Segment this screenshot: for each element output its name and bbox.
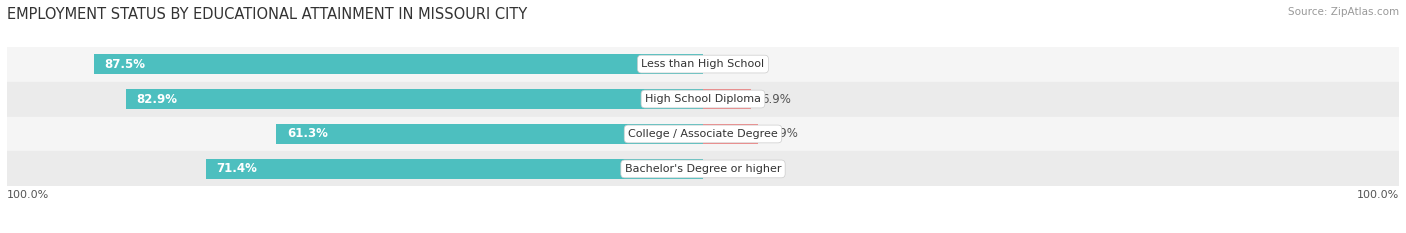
Bar <box>703 124 758 144</box>
Bar <box>7 116 1399 151</box>
Text: 0.0%: 0.0% <box>713 162 742 175</box>
Bar <box>94 55 703 74</box>
Bar <box>207 159 703 178</box>
Text: 100.0%: 100.0% <box>1357 190 1399 200</box>
Text: Source: ZipAtlas.com: Source: ZipAtlas.com <box>1288 7 1399 17</box>
Text: 0.0%: 0.0% <box>713 58 742 71</box>
Text: 82.9%: 82.9% <box>136 93 177 106</box>
Text: EMPLOYMENT STATUS BY EDUCATIONAL ATTAINMENT IN MISSOURI CITY: EMPLOYMENT STATUS BY EDUCATIONAL ATTAINM… <box>7 7 527 22</box>
Bar <box>703 89 751 109</box>
Text: 61.3%: 61.3% <box>287 127 328 140</box>
Text: 7.9%: 7.9% <box>769 127 799 140</box>
Text: 87.5%: 87.5% <box>104 58 145 71</box>
Bar <box>7 47 1399 82</box>
Text: Less than High School: Less than High School <box>641 59 765 69</box>
Bar <box>277 124 703 144</box>
Text: College / Associate Degree: College / Associate Degree <box>628 129 778 139</box>
Bar <box>7 82 1399 116</box>
Text: High School Diploma: High School Diploma <box>645 94 761 104</box>
Text: 100.0%: 100.0% <box>7 190 49 200</box>
Bar <box>127 89 703 109</box>
Text: Bachelor's Degree or higher: Bachelor's Degree or higher <box>624 164 782 174</box>
Text: 71.4%: 71.4% <box>217 162 257 175</box>
Bar <box>7 151 1399 186</box>
Text: 6.9%: 6.9% <box>762 93 792 106</box>
